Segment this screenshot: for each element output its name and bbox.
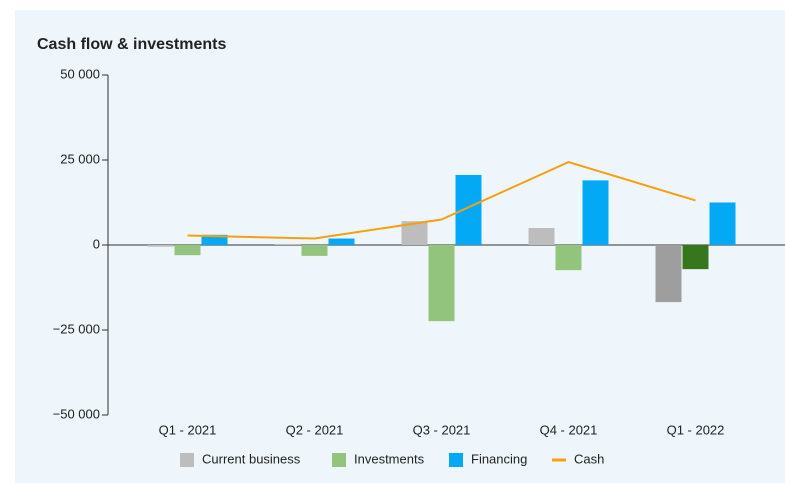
- x-tick-label: Q3 - 2021: [413, 422, 471, 437]
- legend-label: Current business: [202, 451, 301, 466]
- bar: [528, 228, 555, 245]
- y-tick-label: −50 000: [53, 406, 100, 421]
- y-tick-label: −25 000: [53, 321, 100, 336]
- x-tick-label: Q2 - 2021: [286, 422, 344, 437]
- bar: [147, 245, 174, 247]
- bar: [301, 245, 328, 256]
- chart-title: Cash flow & investments: [37, 36, 226, 53]
- y-tick-label: 25 000: [60, 151, 100, 166]
- bar: [401, 221, 428, 245]
- bar: [428, 245, 455, 322]
- bar: [201, 234, 228, 245]
- legend-swatch: [449, 453, 463, 467]
- bar: [655, 245, 682, 303]
- y-tick-label: 50 000: [60, 66, 100, 81]
- bar: [555, 245, 582, 271]
- bar: [328, 238, 355, 245]
- y-tick-label: 0: [93, 236, 100, 251]
- bar: [174, 245, 201, 256]
- x-tick-label: Q1 - 2021: [159, 422, 217, 437]
- legend-swatch: [180, 453, 194, 467]
- bar: [709, 202, 736, 245]
- bar: [274, 243, 301, 245]
- bar: [582, 180, 609, 245]
- legend-swatch: [332, 453, 346, 467]
- line: [187, 160, 696, 240]
- bar: [455, 174, 482, 245]
- bar: [682, 245, 709, 270]
- legend-label: Cash: [574, 451, 604, 466]
- legend-label: Investments: [354, 451, 425, 466]
- x-tick-label: Q4 - 2021: [540, 422, 598, 437]
- legend-label: Financing: [471, 451, 527, 466]
- x-tick-label: Q1 - 2022: [667, 422, 725, 437]
